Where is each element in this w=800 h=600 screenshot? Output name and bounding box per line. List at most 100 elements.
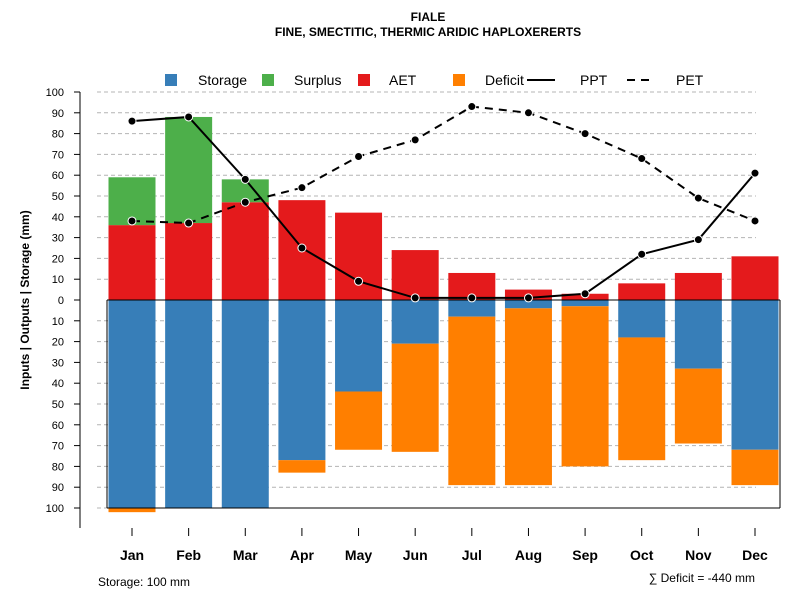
legend: Storage Surplus AET Deficit PPT PET: [165, 72, 704, 88]
ppt-point: [184, 112, 194, 122]
y-tick-label: 80: [52, 129, 64, 141]
y-tick-label: 70: [52, 149, 64, 161]
deficit-bar: [335, 391, 383, 450]
deficit-bar: [278, 460, 326, 473]
deficit-bar: [561, 306, 609, 467]
y-tick-label: 40: [52, 212, 64, 224]
y-tick-label: 20: [52, 337, 64, 349]
ppt-point: [750, 168, 760, 178]
legend-swatch: [262, 74, 274, 86]
y-tick-label: 100: [46, 503, 64, 515]
aet-bar: [165, 223, 213, 300]
pet-point: [523, 108, 533, 118]
ppt-point: [410, 293, 420, 303]
surplus-bar: [221, 179, 269, 203]
legend-swatch: [453, 74, 465, 86]
storage-bar: [504, 300, 552, 309]
aet-bar: [221, 202, 269, 300]
deficit-bar: [731, 449, 779, 486]
legend-label: Deficit: [485, 72, 524, 88]
pet-point: [240, 197, 250, 207]
deficit-bar: [448, 316, 496, 486]
storage-bar: [108, 300, 156, 508]
storage-bar: [221, 300, 269, 508]
pet-point: [410, 135, 420, 145]
storage-bar: [335, 300, 383, 392]
storage-bar: [391, 300, 439, 344]
pet-point: [750, 216, 760, 226]
x-tick-label: Nov: [685, 547, 712, 563]
pet-point: [127, 216, 137, 226]
x-tick-label: Sep: [572, 547, 598, 563]
x-tick-label: Aug: [515, 547, 542, 563]
chart-subtitle: FINE, SMECTITIC, THERMIC ARIDIC HAPLOXER…: [275, 25, 581, 39]
ppt-point: [523, 293, 533, 303]
y-tick-label: 10: [52, 316, 64, 328]
pet-point: [297, 183, 307, 193]
bars: [108, 116, 779, 513]
deficit-bar: [674, 368, 722, 444]
x-tick-label: May: [345, 547, 372, 563]
deficit-note: ∑ Deficit = -440 mm: [649, 571, 755, 585]
y-tick-label: 60: [52, 420, 64, 432]
y-tick-label: 70: [52, 441, 64, 453]
x-tick-label: Mar: [233, 547, 258, 563]
aet-bar: [674, 272, 722, 300]
storage-bar: [618, 300, 666, 338]
x-tick-label: Jan: [120, 547, 144, 563]
legend-label: Surplus: [294, 72, 341, 88]
storage-bar: [165, 300, 213, 508]
deficit-bar: [108, 508, 156, 513]
pet-point: [184, 218, 194, 228]
y-tick-label: 90: [52, 482, 64, 494]
ppt-point: [354, 276, 364, 286]
aet-bar: [108, 225, 156, 300]
aet-bar: [391, 250, 439, 300]
storage-bar: [674, 300, 722, 369]
ppt-point: [693, 235, 703, 245]
y-tick-label: 10: [52, 274, 64, 286]
deficit-bar: [504, 308, 552, 486]
storage-bar: [731, 300, 779, 450]
pet-point: [693, 193, 703, 203]
ppt-point: [240, 174, 250, 184]
deficit-bar: [618, 337, 666, 461]
y-tick-label: 20: [52, 253, 64, 265]
legend-swatch: [358, 74, 370, 86]
storage-bar: [561, 300, 609, 307]
ppt-line: [131, 115, 756, 299]
lines: [127, 102, 760, 303]
y-tick-label: 80: [52, 461, 64, 473]
pet-point: [637, 154, 647, 164]
x-tick-label: Dec: [742, 547, 768, 563]
ppt-point: [467, 293, 477, 303]
y-tick-label: 40: [52, 378, 64, 390]
deficit-bar: [391, 343, 439, 452]
legend-swatch: [165, 74, 177, 86]
x-tick-label: Jun: [403, 547, 428, 563]
y-tick-label: 0: [58, 295, 64, 307]
ppt-point: [580, 289, 590, 299]
storage-note: Storage: 100 mm: [98, 575, 190, 589]
pet-point: [467, 102, 477, 112]
y-tick-label: 50: [52, 399, 64, 411]
legend-label: PET: [676, 72, 704, 88]
y-tick-label: 90: [52, 108, 64, 120]
x-tick-label: Apr: [290, 547, 315, 563]
aet-bar: [731, 256, 779, 300]
pet-point: [580, 129, 590, 139]
ppt-point: [637, 249, 647, 259]
storage-bar: [448, 300, 496, 317]
axes: 1009080706050403020100102030405060708090…: [46, 87, 781, 563]
chart-title: FIALE: [411, 10, 446, 24]
ppt-point: [297, 243, 307, 253]
legend-label: PPT: [580, 72, 608, 88]
legend-label: AET: [389, 72, 417, 88]
ppt-point: [127, 116, 137, 126]
surplus-bar: [165, 116, 213, 224]
storage-bar: [278, 300, 326, 461]
y-axis-label: Inputs | Outputs | Storage (mm): [18, 210, 32, 389]
y-tick-label: 30: [52, 357, 64, 369]
y-tick-label: 100: [46, 87, 64, 99]
